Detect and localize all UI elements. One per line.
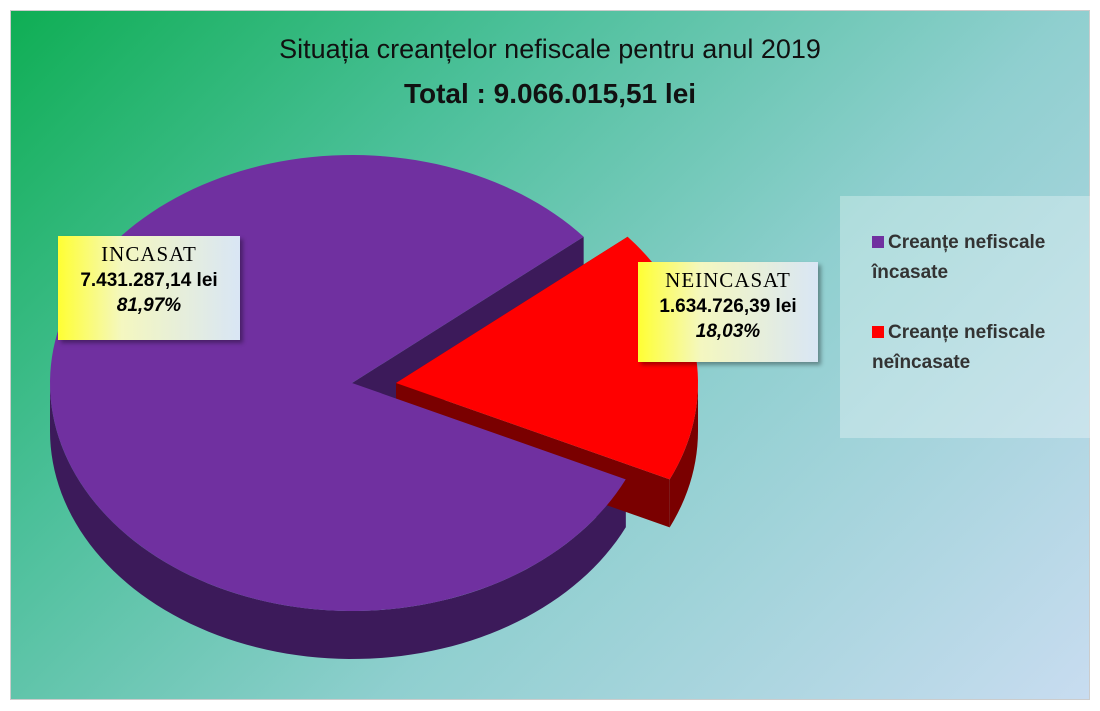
chart-subtitle: Total : 9.066.015,51 lei — [403, 78, 697, 109]
amount-label: 1.634.726,39 lei — [659, 296, 797, 317]
slice-side — [669, 383, 698, 528]
legend: Creanțe nefiscale încasate Creanțe nefisc… — [840, 196, 1090, 438]
slice — [396, 236, 698, 480]
legend-swatch — [872, 236, 884, 248]
legend-item: Creanțe nefiscale neîncasate — [872, 318, 1082, 378]
slice-label: NEINCASAT — [665, 268, 791, 292]
data-label: NEINCASAT 1.634.726,39 lei 18,03% — [638, 262, 818, 362]
slice-side — [50, 383, 626, 659]
legend-label: Creanțe nefiscale neîncasate — [872, 322, 1046, 373]
legend-swatch — [872, 326, 884, 338]
legend-item: Creanțe nefiscale încasate — [872, 228, 1082, 288]
percent-label: 81,97% — [116, 295, 182, 316]
slice-label: INCASAT — [101, 242, 197, 266]
chart-title: Situația creanțelor nefiscale pentru anu… — [279, 34, 821, 64]
amount-label: 7.431.287,14 lei — [80, 270, 218, 291]
data-label: INCASAT 7.431.287,14 lei 81,97% — [58, 236, 240, 340]
legend-label: Creanțe nefiscale încasate — [872, 232, 1046, 283]
percent-label: 18,03% — [695, 321, 761, 342]
